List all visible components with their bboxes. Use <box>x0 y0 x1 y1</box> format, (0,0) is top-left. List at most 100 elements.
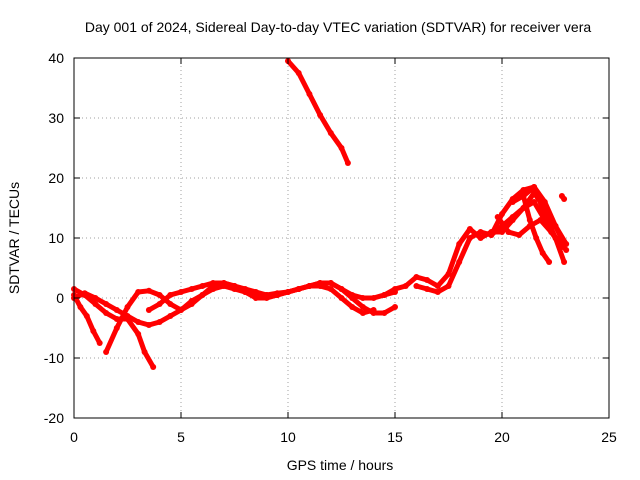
y-tick-label: -20 <box>44 410 64 426</box>
data-point <box>413 274 420 280</box>
data-point <box>477 235 484 241</box>
data-point <box>306 283 313 289</box>
x-tick-label: 15 <box>387 429 403 445</box>
data-point <box>156 292 163 298</box>
y-tick-label: 20 <box>48 170 64 186</box>
data-point <box>90 328 97 334</box>
data-point <box>424 286 431 292</box>
data-point <box>145 322 152 328</box>
data-point <box>533 235 540 241</box>
data-point <box>466 226 473 232</box>
data-point <box>135 331 142 337</box>
data-point <box>103 349 110 355</box>
data-point <box>317 112 324 118</box>
data-point <box>150 364 157 370</box>
data-point <box>561 196 568 202</box>
data-point <box>359 304 366 310</box>
y-tick-label: 10 <box>48 230 64 246</box>
data-point <box>92 295 99 301</box>
data-point <box>402 283 409 289</box>
data-point <box>546 259 553 265</box>
x-tick-label: 20 <box>494 429 510 445</box>
data-point <box>456 241 463 247</box>
data-point <box>548 229 555 235</box>
data-point <box>424 277 431 283</box>
data-point <box>509 199 516 205</box>
y-tick-label: 40 <box>48 50 64 66</box>
data-point <box>370 310 377 316</box>
data-point <box>338 286 345 292</box>
data-point <box>370 295 377 301</box>
data-point <box>494 214 501 220</box>
data-point <box>295 70 302 76</box>
y-tick-label: 0 <box>56 290 64 306</box>
data-point <box>242 286 249 292</box>
data-point <box>141 349 148 355</box>
data-point <box>456 259 463 265</box>
data-point <box>156 301 163 307</box>
data-point <box>167 292 174 298</box>
data-point <box>392 304 398 310</box>
data-point <box>531 199 538 205</box>
x-tick-label: 10 <box>280 429 296 445</box>
data-point <box>317 280 324 286</box>
data-point <box>488 232 495 238</box>
data-point <box>199 283 206 289</box>
data-point <box>338 295 345 301</box>
data-series <box>71 58 570 370</box>
data-point <box>96 340 103 346</box>
data-point <box>231 283 238 289</box>
data-point <box>210 280 217 286</box>
data-point <box>477 229 484 235</box>
data-point <box>381 310 388 316</box>
x-axis-label: GPS time / hours <box>287 457 394 473</box>
data-point <box>434 283 441 289</box>
axis-ticks: 0 5 10 15 20 25 -20 -10 0 10 20 30 40 <box>44 50 617 445</box>
data-point <box>103 301 110 307</box>
data-point <box>537 217 544 223</box>
data-point <box>145 287 152 294</box>
data-point <box>445 283 452 289</box>
data-point <box>509 214 516 220</box>
data-point <box>199 292 206 298</box>
data-point <box>526 217 533 223</box>
data-point <box>113 307 120 313</box>
data-point <box>220 280 227 286</box>
data-point <box>92 301 99 307</box>
data-point <box>359 295 366 301</box>
data-point <box>124 304 131 310</box>
data-point <box>178 289 184 295</box>
data-point <box>434 289 441 295</box>
data-point <box>327 286 334 292</box>
data-point <box>295 286 302 292</box>
data-point <box>113 325 120 331</box>
data-point <box>135 289 142 295</box>
data-point <box>413 283 420 289</box>
data-point <box>499 211 505 217</box>
data-point <box>81 290 88 297</box>
data-point <box>103 310 110 316</box>
data-point <box>541 199 548 205</box>
data-point <box>135 319 142 325</box>
data-point <box>327 280 334 286</box>
data-point <box>327 130 334 136</box>
data-point <box>77 304 84 310</box>
data-point <box>188 301 195 307</box>
data-point <box>359 310 366 316</box>
data-point <box>516 232 523 238</box>
data-point <box>563 247 570 253</box>
data-point <box>349 304 356 310</box>
data-point <box>349 295 356 301</box>
series-trace-4 <box>103 280 377 355</box>
data-point <box>466 235 473 241</box>
data-point <box>285 289 291 295</box>
data-point <box>156 319 163 325</box>
data-point <box>381 292 388 298</box>
data-point <box>392 286 398 292</box>
data-point <box>505 229 512 235</box>
data-point <box>552 223 559 229</box>
y-tick-label: 30 <box>48 110 64 126</box>
data-point <box>83 313 90 319</box>
data-point <box>145 307 152 313</box>
